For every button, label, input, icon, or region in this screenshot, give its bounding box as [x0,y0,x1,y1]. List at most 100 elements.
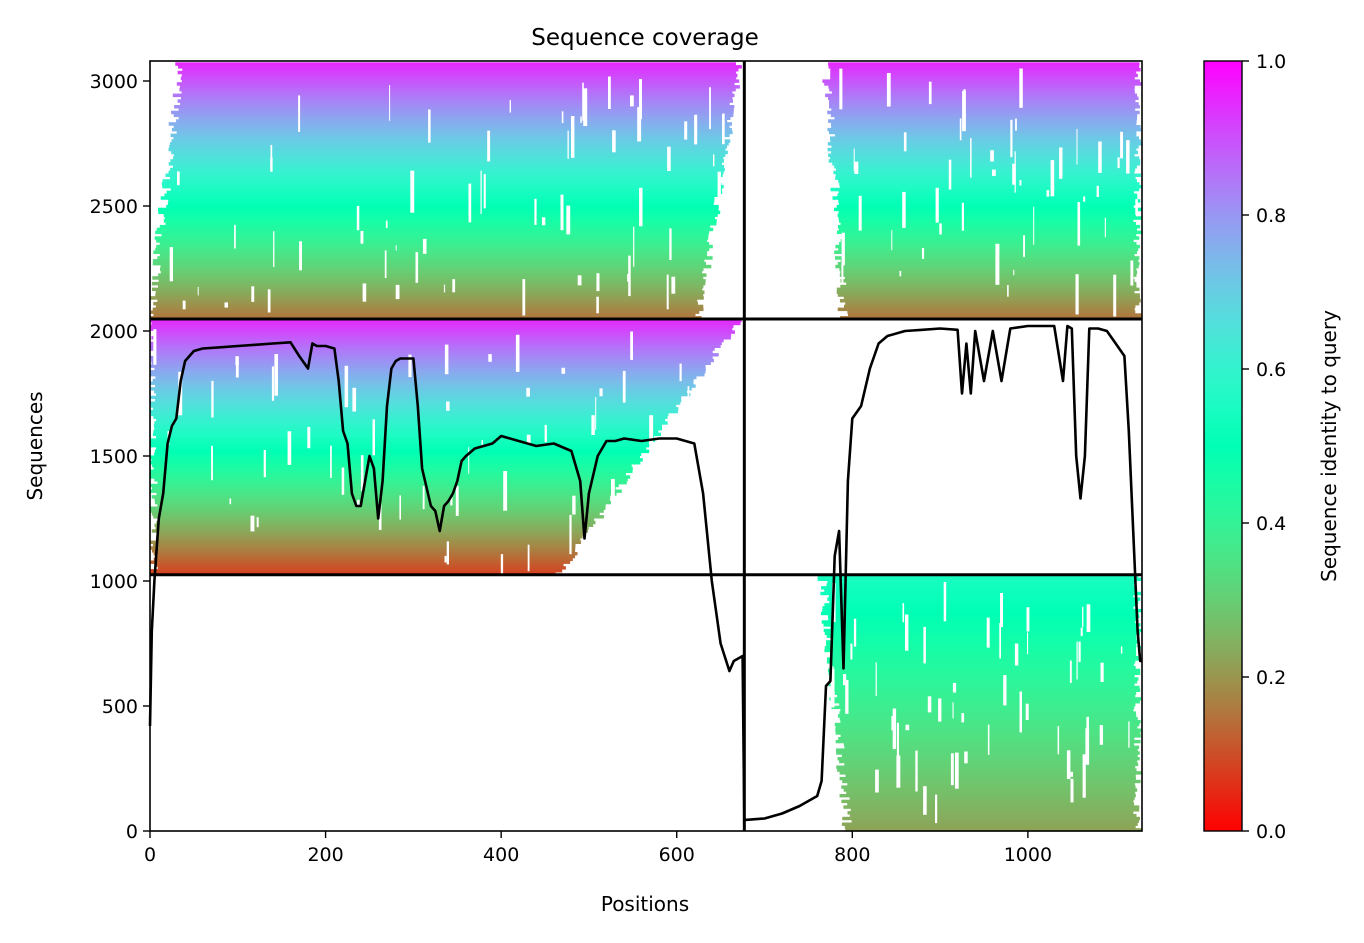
coverage-stripe [156,435,655,439]
coverage-stripe [170,159,724,163]
coverage-gap [534,198,537,225]
coverage-gap [1023,235,1025,258]
coverage-stripe [159,242,710,246]
coverage-stripe [827,147,1137,152]
colorbar: 0.0 0.2 0.4 0.6 0.8 1.0 [1203,51,1286,843]
coverage-gap [633,495,637,536]
coverage-gap [344,365,349,408]
coverage-gap [197,287,199,296]
coverage-stripe [827,580,1135,584]
coverage-stripe [177,70,737,75]
coverage-gap [1077,202,1081,246]
coverage-gap [787,784,789,823]
coverage-gap [330,445,332,478]
coverage-stripe [838,199,1141,203]
coverage-gap [1135,199,1138,215]
coverage-stripe [850,808,1140,812]
coverage-stripe [821,620,1136,624]
y-axis-label: Sequences [23,391,47,500]
colorbar-tick-label: 0.8 [1256,205,1286,227]
coverage-gap [740,244,743,275]
coverage-stripe [176,82,735,86]
coverage-stripe [839,182,1140,186]
coverage-stripe [828,617,1136,621]
coverage-stripe [839,717,1138,721]
coverage-stripe [177,99,734,103]
coverage-gap [747,265,751,272]
coverage-gap [853,148,855,172]
coverage-gap [789,150,792,185]
coverage-stripe [829,600,1139,604]
coverage-stripe [842,253,1135,257]
coverage-stripe [159,224,711,229]
coverage-gap [384,250,387,279]
coverage-stripe [158,273,707,277]
coverage-stripe [834,691,1137,695]
coverage-stripe [175,62,737,66]
coverage-stripe [154,353,719,357]
coverage-gap [153,329,157,365]
coverage-gap [839,68,843,110]
coverage-stripe [154,421,668,425]
coverage-gap [408,354,412,378]
coverage-gap [1117,157,1120,169]
coverage-stripe [824,589,1135,593]
coverage-gap [939,223,942,235]
coverage-stripe [830,122,1137,126]
coverage-gap [561,111,564,124]
coverage-stripe [180,96,733,100]
coverage-gap [356,205,360,231]
coverage-stripe [844,745,1140,749]
coverage-stripe [839,771,1142,775]
coverage-stripe [836,287,1140,292]
coverage-stripe [170,176,718,180]
coverage-gap [1082,754,1086,798]
coverage-stripe [847,782,1135,786]
coverage-gap [211,445,213,481]
coverage-gap [667,146,671,171]
coverage-stripe [156,239,708,243]
coverage-stripe [846,281,1137,286]
coverage-gap [307,426,311,449]
coverage-gap [571,116,575,158]
coverage-gap [753,625,756,661]
coverage-gap [779,220,782,230]
coverage-stripe [832,196,1138,200]
coverage-stripe [150,347,715,351]
coverage-gap [896,755,901,788]
coverage-stripe [836,748,1138,752]
coverage-stripe [827,142,1142,146]
coverage-stripe [834,207,1142,212]
coverage-stripe [834,133,1137,138]
coverage-gap [854,161,859,174]
coverage-stripe [150,560,571,564]
coverage-gap [915,750,918,792]
coverage-stripe [154,333,732,337]
coverage-stripe [838,190,1135,195]
coverage-gap [1085,728,1090,765]
coverage-gap [794,87,799,119]
colorbar-tick-label: 0.0 [1256,821,1286,843]
coverage-gap [671,276,676,294]
coverage-gap [1069,660,1072,683]
coverage-stripe [151,512,600,516]
coverage-stripe [826,643,1137,647]
coverage-gap [1012,163,1016,185]
coverage-stripe [181,90,733,95]
coverage-gap [415,252,419,283]
x-tick-label: 400 [483,844,519,866]
coverage-stripe [150,472,626,476]
coverage-gap [677,532,681,547]
coverage-gap [169,247,173,282]
coverage-stripe [839,702,1136,707]
coverage-gap [1086,604,1091,632]
coverage-stripe [838,227,1137,232]
coverage-gap [422,238,427,254]
coverage-stripe [837,224,1141,229]
coverage-gap [694,114,698,145]
coverage-gap [666,448,669,460]
coverage-stripe [173,153,726,157]
coverage-gap [961,713,965,723]
coverage-gap [1130,260,1134,286]
coverage-stripe [153,250,708,254]
